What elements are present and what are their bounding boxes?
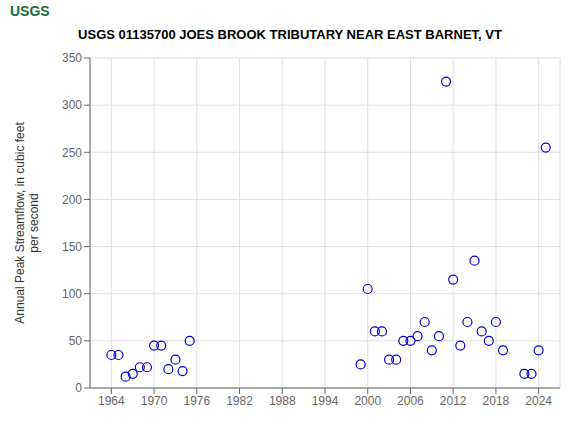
svg-text:50: 50 <box>69 334 83 348</box>
svg-text:2006: 2006 <box>397 394 424 408</box>
svg-text:2024: 2024 <box>525 394 552 408</box>
svg-text:1988: 1988 <box>269 394 296 408</box>
svg-text:2012: 2012 <box>440 394 467 408</box>
svg-text:2018: 2018 <box>483 394 510 408</box>
svg-text:1982: 1982 <box>226 394 253 408</box>
svg-text:200: 200 <box>62 193 82 207</box>
svg-text:150: 150 <box>62 240 82 254</box>
svg-text:100: 100 <box>62 287 82 301</box>
svg-text:1964: 1964 <box>98 394 125 408</box>
svg-text:350: 350 <box>62 51 82 65</box>
svg-text:Annual Peak Streamflow, in cub: Annual Peak Streamflow, in cubic feetper… <box>13 122 41 324</box>
html-text:USGS 01135700 JOES BROOK TRIBU: USGS 01135700 JOES BROOK TRIBUTARY NEAR … <box>78 27 502 42</box>
svg-text:300: 300 <box>62 98 82 112</box>
svg-text:250: 250 <box>62 146 82 160</box>
svg-text:1976: 1976 <box>183 394 210 408</box>
svg-text:2000: 2000 <box>354 394 381 408</box>
svg-text:1994: 1994 <box>312 394 339 408</box>
svg-text:1970: 1970 <box>141 394 168 408</box>
html-text:USGS: USGS <box>10 3 50 19</box>
svg-text:0: 0 <box>75 381 82 395</box>
